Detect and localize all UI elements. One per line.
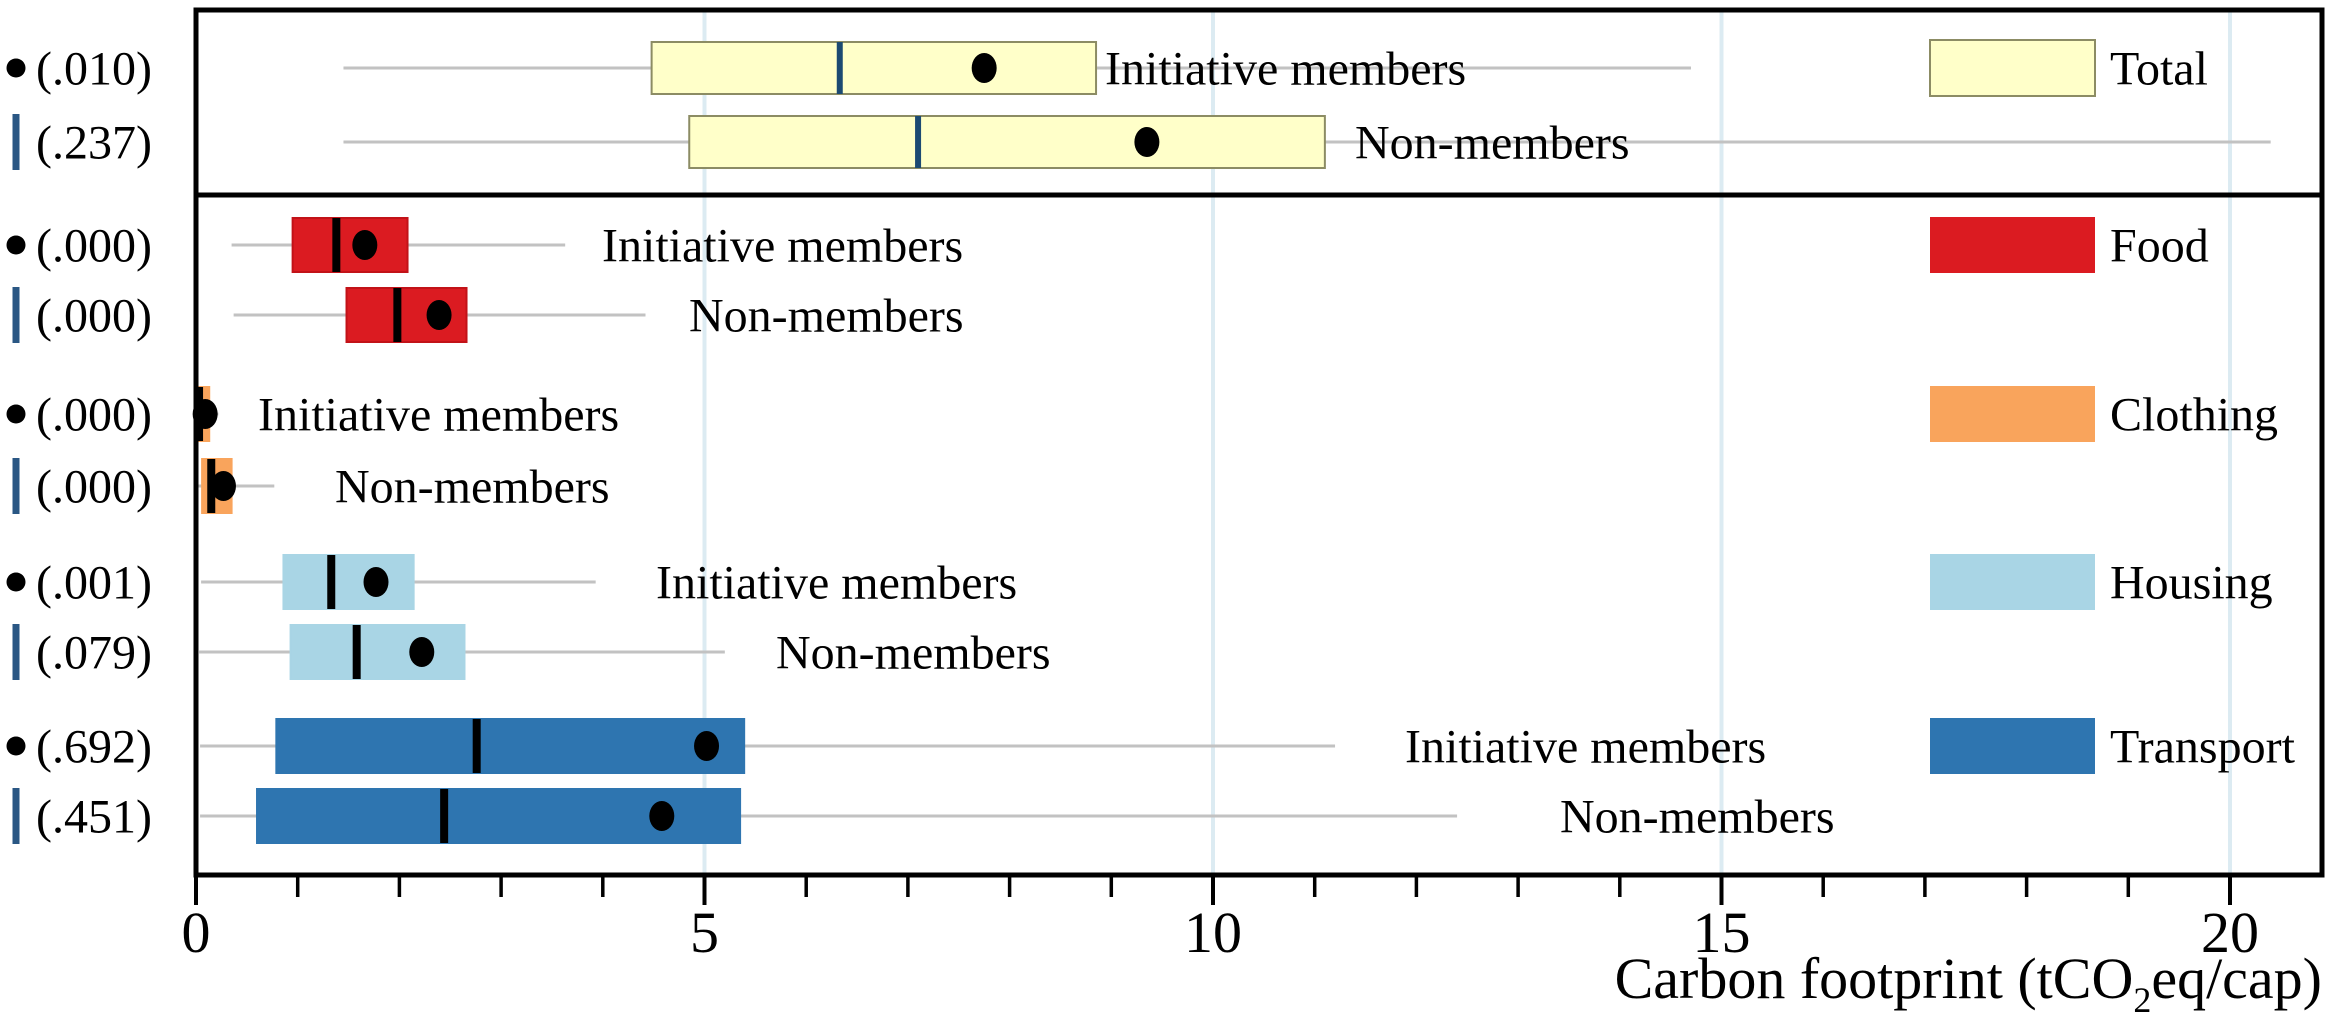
mean-dot [694, 731, 720, 761]
mean-dot [409, 637, 435, 667]
member-dot-marker [6, 572, 26, 592]
member-dot-marker [6, 235, 26, 255]
box [650, 41, 1098, 95]
row-label-initiative-members: Initiative members [1405, 720, 1766, 773]
p-value-label: (.000) [36, 219, 152, 272]
box [282, 554, 415, 610]
mean-dot [649, 801, 675, 831]
member-dot-marker [6, 404, 26, 424]
nonmember-bar-marker [12, 624, 20, 680]
tick-label: 15 [1693, 900, 1751, 965]
mean-dot [352, 230, 378, 260]
legend-swatch-housing [1930, 554, 2095, 610]
mean-dot [1134, 127, 1160, 157]
row-label-non-members: Non-members [689, 289, 964, 342]
nonmember-bar-marker [12, 788, 20, 844]
tick-label: 5 [690, 900, 719, 965]
row-label-non-members: Non-members [1560, 790, 1835, 843]
legend-swatch-total [1929, 39, 2096, 97]
x-axis-title: Carbon footprint (tCO2eq/cap) [1615, 946, 2322, 1020]
row-label-non-members: Non-members [335, 460, 610, 513]
p-value-label: (.692) [36, 720, 152, 773]
nonmember-bar-marker [12, 287, 20, 343]
p-value-label: (.000) [36, 460, 152, 513]
p-value-label: (.001) [36, 556, 152, 609]
legend-swatch-food [1930, 217, 2095, 273]
mean-dot [426, 300, 452, 330]
legend-swatch-clothing [1930, 386, 2095, 442]
p-value-label: (.010) [36, 42, 152, 95]
p-value-label: (.000) [36, 388, 152, 441]
box [275, 718, 746, 774]
nonmember-bar-marker [12, 114, 20, 170]
box [688, 115, 1326, 169]
member-dot-marker [6, 736, 26, 756]
row-label-initiative-members: Initiative members [656, 556, 1017, 609]
row-label-initiative-members: Initiative members [258, 388, 619, 441]
p-value-label: (.451) [36, 790, 152, 843]
p-value-label: (.079) [36, 626, 152, 679]
mean-dot [192, 399, 218, 429]
row-label-non-members: Non-members [776, 626, 1051, 679]
legend-label-housing: Housing [2110, 556, 2273, 609]
legend-swatch-transport [1930, 718, 2095, 774]
tick-label: 20 [2201, 900, 2259, 965]
row-label-non-members: Non-members [1355, 116, 1630, 169]
tick-label: 0 [182, 900, 211, 965]
mean-dot [210, 471, 236, 501]
plot-border [193, 7, 2325, 878]
legend-label-food: Food [2110, 219, 2209, 272]
mean-dot [971, 53, 997, 83]
tick-label: 10 [1184, 900, 1242, 965]
row-label-initiative-members: Initiative members [1105, 42, 1466, 95]
legend-label-clothing: Clothing [2110, 388, 2278, 441]
nonmember-bar-marker [12, 458, 20, 514]
mean-dot [363, 567, 389, 597]
box [291, 217, 409, 273]
p-value-label: (.237) [36, 116, 152, 169]
legend-label-total: Total [2110, 42, 2208, 95]
row-label-initiative-members: Initiative members [602, 219, 963, 272]
p-value-label: (.000) [36, 289, 152, 342]
box [289, 624, 466, 680]
legend-label-transport: Transport [2110, 720, 2296, 773]
member-dot-marker [6, 58, 26, 78]
